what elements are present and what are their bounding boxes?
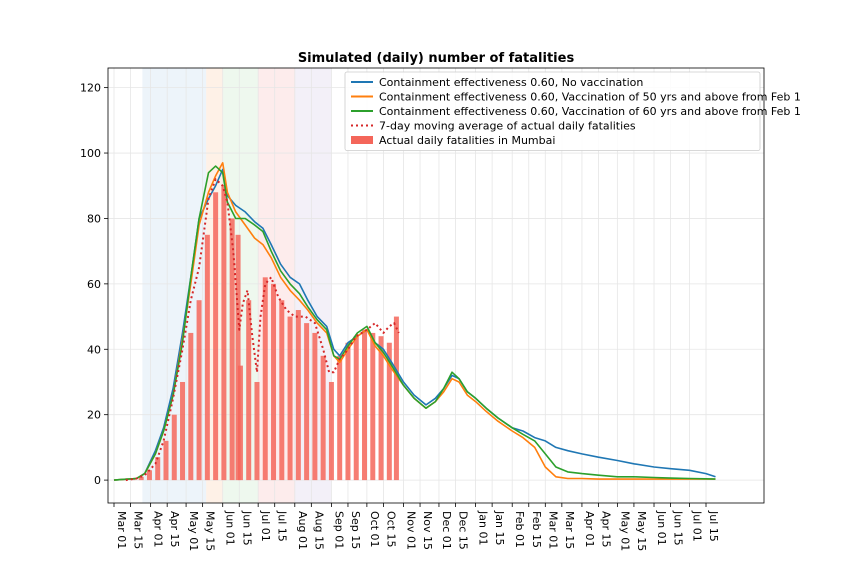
x-tick-label: Dec 15 [456,511,469,550]
x-tick-label: Jun 15 [672,510,685,546]
bar-18 [271,283,277,481]
x-tick-label: Jan 15 [493,510,506,545]
x-tick-label: Oct 15 [384,511,397,548]
bar-15 [246,300,252,481]
y-tick-label: 20 [87,409,101,422]
bar-6 [180,381,186,481]
x-tick-label: Oct 01 [368,511,381,548]
x-tick-label: Jun 01 [224,510,237,546]
bar-29 [362,329,368,481]
y-tick-label: 40 [87,343,101,356]
x-tick-label: Mar 01 [546,511,559,549]
y-ticks: 0 20 40 60 80 100 120 [80,82,108,487]
x-tick-label: Apr 01 [583,511,596,548]
bar-24 [320,355,326,481]
series-line-2 [113,165,716,481]
bar-19 [279,300,285,481]
bar-14 [237,365,243,481]
x-tick-label: Jul 01 [259,510,272,542]
x-tick-label: May 01 [618,511,631,551]
y-tick-label: 80 [87,212,101,225]
axes [107,67,765,504]
bar-28 [353,336,359,481]
bar-12 [229,218,235,481]
bar-8 [196,300,202,481]
bar-32 [386,342,392,481]
x-tick-label: Jan 01 [477,510,490,545]
x-tick-label: Sep 15 [349,511,362,549]
y-tick-label: 100 [80,147,101,160]
bar-33 [393,316,399,481]
x-tick-label: Jul 15 [707,510,720,542]
bar-7 [188,332,194,481]
bar-22 [304,323,310,481]
x-tick-label: Apr 15 [599,511,612,548]
x-tick-label: Jul 01 [690,510,703,542]
plot-frame [107,67,765,504]
bar-5 [171,414,177,481]
x-tick-label: Nov 01 [405,511,418,550]
series-line-1 [113,162,716,481]
x-ticks: Mar 01 Mar 15 Apr 01 Apr 15 May 01 May 15 Jun … [113,503,720,551]
legend-label: Containment effectiveness 0.60, Vaccinat… [379,91,801,104]
x-tick-label: Jun 01 [655,510,668,546]
bar-23 [312,332,318,481]
legend-swatch-4 [351,136,373,144]
x-tick-label: May 01 [187,511,200,551]
bar-13 [235,234,241,481]
bar-30 [370,332,376,481]
x-tick-label: Mar 01 [115,511,128,549]
bar-27 [345,342,351,481]
y-tick-label: 120 [80,82,101,95]
bar-4 [163,440,169,481]
legend-box [344,71,761,151]
x-tick-label: Sep 01 [332,511,345,549]
x-tick-label: May 15 [635,511,648,551]
x-tick-label: Mar 15 [563,511,576,549]
y-tick-label: 0 [94,474,101,487]
bar-17 [262,277,268,481]
x-tick-label: Apr 01 [152,511,165,548]
bar-9 [204,234,210,481]
x-tick-label: Nov 15 [421,511,434,550]
x-tick-label: Jul 15 [276,510,289,542]
bar-10 [213,192,219,481]
bar-25 [328,381,334,481]
x-tick-label: Jun 15 [240,510,253,546]
bar-series [130,185,399,481]
line-series [113,162,716,482]
x-tick-label: Aug 15 [312,511,325,550]
chart-title: Simulated (daily) number of fatalities [298,51,575,66]
x-tick-label: Mar 15 [132,511,145,549]
x-tick-label: Feb 01 [513,511,526,548]
bar-20 [287,316,293,481]
x-tick-label: Apr 15 [168,511,181,548]
bar-2 [146,470,152,481]
x-tick-label: Feb 15 [530,511,543,548]
legend: Containment effectiveness 0.60, No vacci… [344,71,801,151]
bar-11 [221,185,227,481]
bar-1 [138,476,144,481]
legend-label: Containment effectiveness 0.60, Vaccinat… [379,105,801,118]
legend-label: Containment effectiveness 0.60, No vacci… [379,76,643,89]
legend-label: Actual daily fatalities in Mumbai [379,134,555,147]
series-line-3 [125,178,400,482]
x-tick-label: Dec 01 [440,511,453,550]
x-tick-label: May 15 [204,511,217,551]
y-tick-label: 60 [87,278,101,291]
bar-31 [378,336,384,481]
bar-26 [337,355,343,481]
bar-16 [254,381,260,481]
x-tick-label: Aug 01 [296,511,309,550]
bar-3 [155,457,161,481]
legend-label: 7-day moving average of actual daily fat… [379,120,636,133]
bar-21 [295,310,301,481]
